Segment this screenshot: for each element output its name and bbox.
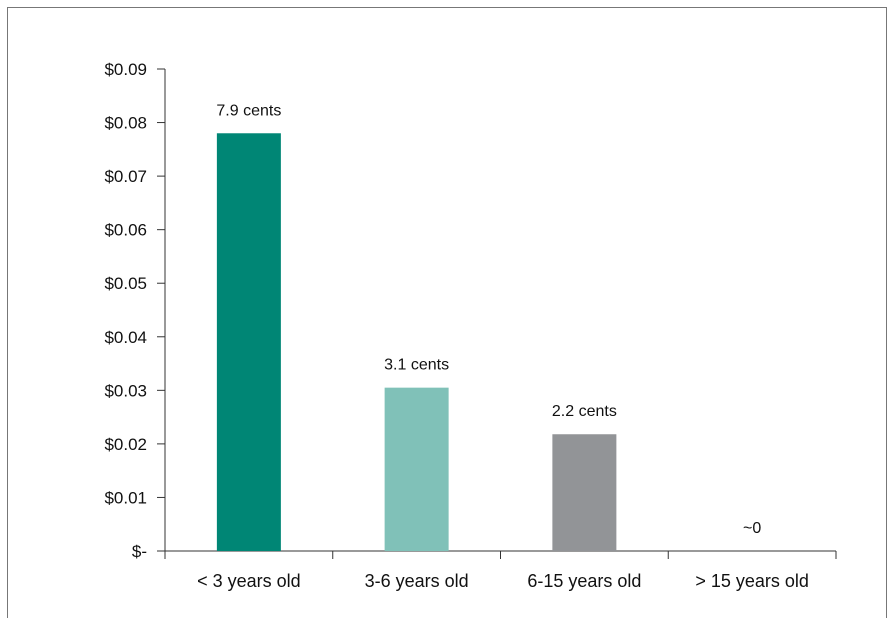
data-label: 2.2 cents	[552, 403, 617, 420]
x-tick-label: > 15 years old	[695, 571, 809, 591]
y-tick-label: $0.09	[104, 60, 147, 79]
y-tick-label: $0.08	[104, 114, 147, 133]
y-tick-label: $0.02	[104, 435, 147, 454]
bar	[384, 387, 449, 551]
y-tick-label: $0.01	[104, 488, 147, 507]
chart-frame	[7, 7, 887, 618]
x-tick-label: 3-6 years old	[365, 571, 469, 591]
x-axis: < 3 years old 3-6 years old 6-15 years old…	[164, 550, 837, 591]
y-axis: $- $0.01 $0.02 $0.03 $0.04 $0.05 $0.06 $0.07 $0.…	[104, 60, 166, 561]
y-tick-label: $0.07	[104, 167, 147, 186]
y-tick-label: $0.05	[104, 274, 147, 293]
y-tick-label: $0.06	[104, 221, 147, 240]
bar	[552, 434, 617, 551]
bars	[216, 133, 617, 551]
data-label: 3.1 cents	[384, 357, 449, 374]
bar	[216, 133, 281, 551]
x-tick-label: 6-15 years old	[527, 571, 641, 591]
y-tick-label: $-	[132, 542, 147, 561]
y-tick-label: $0.03	[104, 381, 147, 400]
data-label: 7.9 cents	[216, 102, 281, 119]
x-tick-label: < 3 years old	[197, 571, 301, 591]
data-label: ~0	[743, 520, 761, 537]
y-tick-label: $0.04	[104, 328, 147, 347]
data-labels: 7.9 cents 3.1 cents 2.2 cents ~0	[216, 102, 761, 537]
